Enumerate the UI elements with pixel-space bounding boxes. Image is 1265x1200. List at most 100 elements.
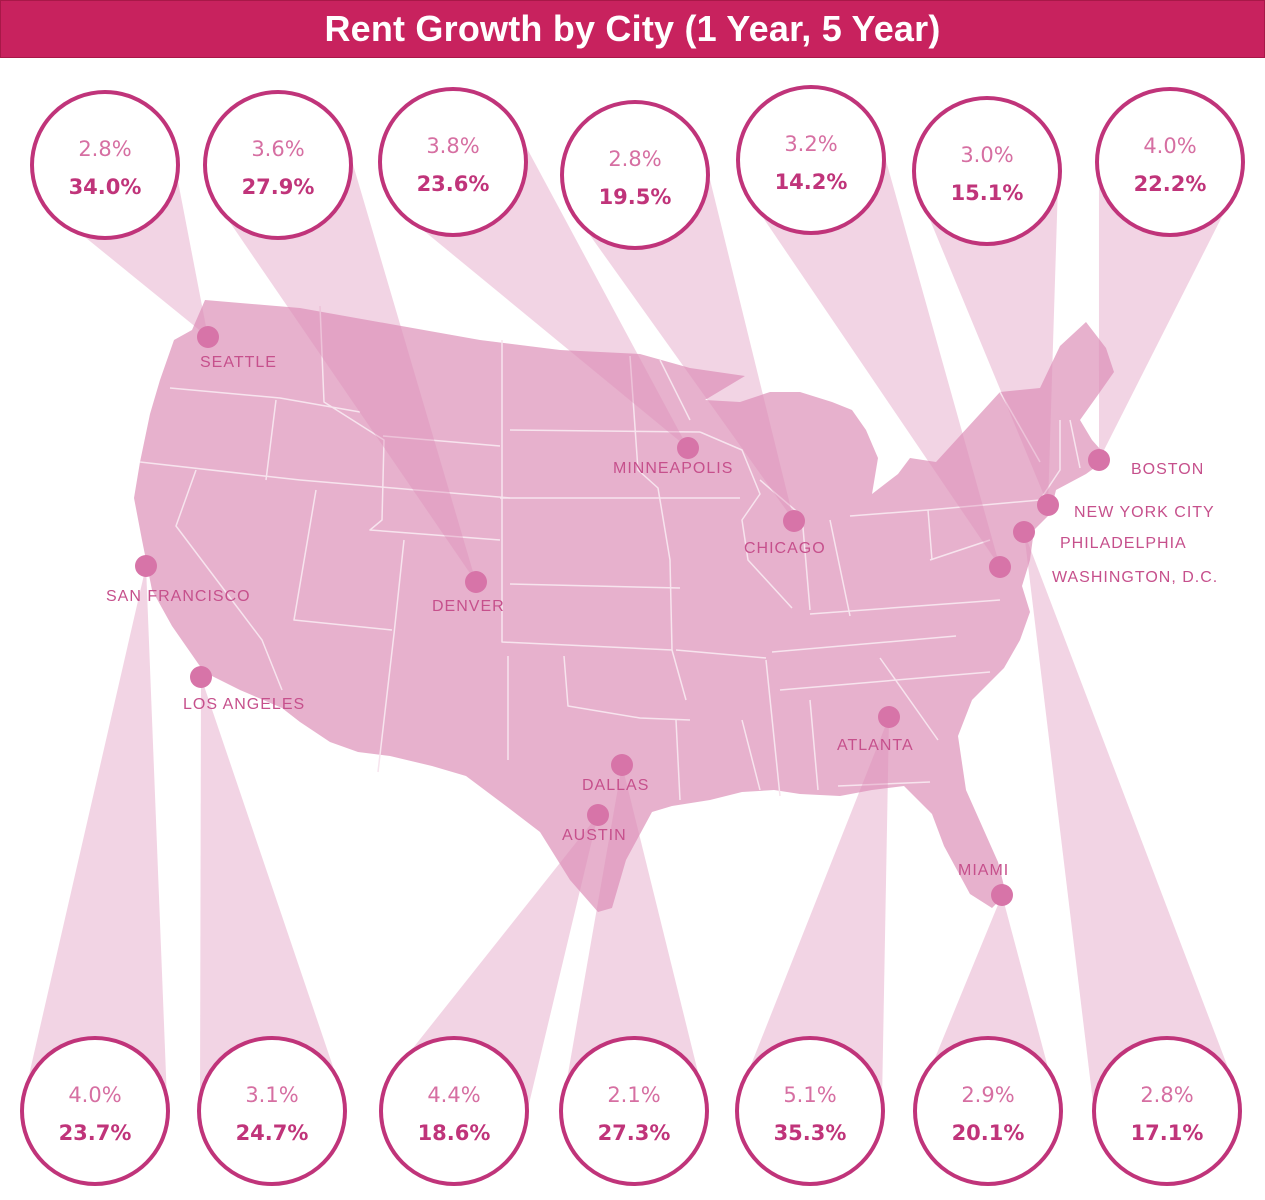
title-bar: Rent Growth by City (1 Year, 5 Year): [0, 0, 1265, 58]
five-year-growth: 35.3%: [774, 1121, 847, 1145]
state-border: [929, 539, 991, 561]
state-border: [829, 519, 851, 617]
bubble-boston: 4.0% 22.2%: [1095, 87, 1245, 237]
city-dot-dallas: [611, 754, 633, 776]
city-label-san-francisco: SAN FRANCISCO: [106, 588, 251, 605]
state-border: [377, 539, 405, 773]
city-dot-boston: [1088, 449, 1110, 471]
state-border: [699, 431, 793, 609]
city-label-denver: DENVER: [432, 598, 505, 615]
state-border: [765, 659, 781, 797]
five-year-growth: 23.6%: [417, 172, 490, 196]
bubble-ring: [197, 1036, 347, 1186]
state-border: [999, 391, 1041, 463]
one-year-growth: 4.0%: [68, 1083, 121, 1107]
city-label-atlanta: ATLANTA: [837, 737, 914, 754]
city-dot-atlanta: [878, 706, 900, 728]
city-label-philadelphia: PHILADELPHIA: [1060, 535, 1187, 552]
beam-new-york-city: [915, 157, 1059, 506]
state-border: [265, 399, 277, 481]
city-label-new-york-city: NEW YORK CITY: [1074, 504, 1215, 521]
bubble-ring: [912, 96, 1062, 246]
bubble-ring: [379, 1036, 529, 1186]
state-border: [563, 655, 691, 721]
chart-title: Rent Growth by City (1 Year, 5 Year): [324, 8, 941, 49]
state-border: [771, 635, 957, 653]
five-year-growth: 27.3%: [598, 1121, 671, 1145]
bubble-chicago: 2.8% 19.5%: [560, 100, 710, 250]
one-year-growth: 4.4%: [427, 1083, 480, 1107]
state-border: [139, 461, 301, 481]
state-border: [809, 699, 819, 791]
bubble-atlanta: 5.1% 35.3%: [735, 1036, 885, 1186]
bubble-minneapolis: 3.8% 23.6%: [378, 87, 528, 237]
five-year-growth: 34.0%: [69, 175, 142, 199]
one-year-growth: 3.2%: [784, 132, 837, 156]
state-border: [1069, 419, 1081, 469]
city-dot-seattle: [197, 326, 219, 348]
state-border: [927, 499, 1041, 511]
bubble-new-york-city: 3.0% 15.1%: [912, 96, 1062, 246]
bubble-washington-d-c: 3.2% 14.2%: [736, 85, 886, 235]
city-dot-denver: [465, 571, 487, 593]
five-year-growth: 14.2%: [775, 170, 848, 194]
city-dot-washington-d-c: [989, 556, 1011, 578]
us-map: [134, 300, 1114, 912]
city-label-austin: AUSTIN: [562, 827, 627, 844]
beam-atlanta: [738, 717, 889, 1126]
bubble-ring: [20, 1036, 170, 1186]
five-year-growth: 20.1%: [952, 1121, 1025, 1145]
bubble-ring: [203, 90, 353, 240]
state-border: [382, 435, 501, 447]
state-border: [509, 583, 681, 589]
beam-denver: [212, 133, 476, 582]
city-dots: [135, 326, 1110, 906]
five-year-growth: 23.7%: [59, 1121, 132, 1145]
state-border: [1039, 420, 1061, 501]
state-border: [659, 359, 691, 421]
state-border: [741, 719, 761, 791]
five-year-growth: 15.1%: [951, 181, 1024, 205]
state-border: [779, 671, 991, 691]
one-year-growth: 2.9%: [961, 1083, 1014, 1107]
five-year-growth: 24.7%: [236, 1121, 309, 1145]
bubble-ring: [735, 1036, 885, 1186]
city-label-seattle: SEATTLE: [200, 354, 277, 371]
city-label-washington-d-c: WASHINGTON, D.C.: [1052, 569, 1218, 586]
city-dot-philadelphia: [1013, 521, 1035, 543]
city-dot-miami: [991, 884, 1013, 906]
bubble-los-angeles: 3.1% 24.7%: [197, 1036, 347, 1186]
state-border: [509, 429, 701, 433]
beam-dallas: [561, 765, 707, 1114]
city-label-minneapolis: MINNEAPOLIS: [613, 460, 733, 477]
state-border: [175, 469, 283, 691]
bubble-ring: [913, 1036, 1063, 1186]
bubble-ring: [378, 87, 528, 237]
state-border: [319, 305, 501, 541]
one-year-growth: 3.1%: [245, 1083, 298, 1107]
bubble-san-francisco: 4.0% 23.7%: [20, 1036, 170, 1186]
bubble-miami: 2.9% 20.1%: [913, 1036, 1063, 1186]
city-dot-minneapolis: [677, 437, 699, 459]
five-year-growth: 27.9%: [242, 175, 315, 199]
state-border: [809, 599, 1001, 615]
one-year-growth: 2.1%: [607, 1083, 660, 1107]
one-year-growth: 4.0%: [1143, 134, 1196, 158]
city-dot-austin: [587, 804, 609, 826]
bubble-ring: [1095, 87, 1245, 237]
city-dot-los-angeles: [190, 666, 212, 688]
city-label-dallas: DALLAS: [582, 777, 649, 794]
one-year-growth: 2.8%: [1140, 1083, 1193, 1107]
bubble-denver: 3.6% 27.9%: [203, 90, 353, 240]
city-label-boston: BOSTON: [1131, 461, 1204, 478]
one-year-growth: 3.0%: [960, 143, 1013, 167]
rent-bubbles: 2.8% 34.0% 3.6% 27.9% 3.8% 23.6% 2.8% 19.5% 3.2%…: [20, 85, 1245, 1186]
five-year-growth: 22.2%: [1134, 172, 1207, 196]
state-border: [629, 355, 687, 701]
state-border: [837, 781, 931, 787]
bubble-ring: [30, 90, 180, 240]
state-border: [299, 479, 511, 499]
bubble-seattle: 2.8% 34.0%: [30, 90, 180, 240]
